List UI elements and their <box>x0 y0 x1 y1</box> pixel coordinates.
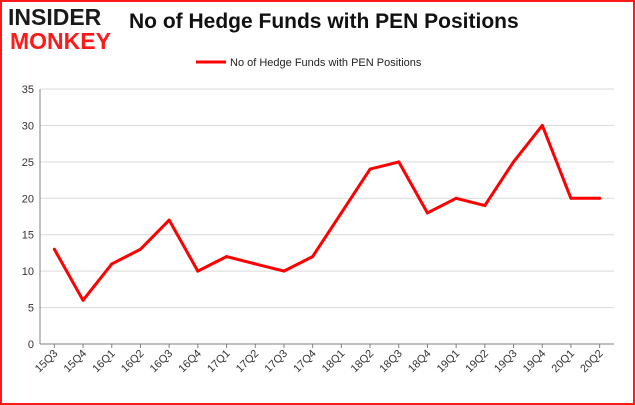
data-point <box>339 211 343 215</box>
x-tick-label: 20Q2 <box>578 348 606 376</box>
x-tick-label: 18Q4 <box>406 348 434 376</box>
x-tick-label: 18Q2 <box>349 348 377 376</box>
data-point <box>598 196 602 200</box>
y-tick-label: 20 <box>22 193 34 205</box>
y-tick-label: 0 <box>28 339 34 351</box>
data-point <box>196 269 200 273</box>
x-tick-label: 19Q4 <box>521 348 549 376</box>
x-tick-label: 19Q2 <box>463 348 491 376</box>
y-tick-label: 35 <box>22 84 34 96</box>
data-point <box>167 218 171 222</box>
data-point <box>138 247 142 251</box>
y-tick-label: 25 <box>22 157 34 169</box>
x-tick-label: 20Q1 <box>550 348 578 376</box>
series-line <box>52 123 602 302</box>
x-tick-label: 15Q4 <box>62 348 90 376</box>
x-tick-label: 16Q3 <box>148 348 176 376</box>
y-tick-label: 30 <box>22 120 34 132</box>
x-tick-label: 15Q3 <box>33 348 61 376</box>
x-tick-label: 16Q4 <box>176 348 204 376</box>
x-tick-label: 18Q3 <box>377 348 405 376</box>
data-point <box>483 204 487 208</box>
data-point <box>454 196 458 200</box>
data-point <box>368 167 372 171</box>
x-tick-label: 19Q3 <box>492 348 520 376</box>
x-tick-label: 16Q1 <box>90 348 118 376</box>
page-title: No of Hedge Funds with PEN Positions <box>129 10 519 33</box>
data-point <box>540 123 544 127</box>
data-point <box>311 255 315 259</box>
y-tick-label: 10 <box>22 266 34 278</box>
x-tick-label: 17Q4 <box>291 348 319 376</box>
legend-label: No of Hedge Funds with PEN Positions <box>230 57 422 69</box>
logo-line-1: INSIDER <box>8 4 102 30</box>
x-tick-label: 16Q2 <box>119 348 147 376</box>
y-tick-label: 5 <box>28 303 34 315</box>
logo-line-2: MONKEY <box>10 28 111 54</box>
data-point <box>397 160 401 164</box>
data-point <box>110 262 114 266</box>
data-point <box>253 262 257 266</box>
data-point <box>512 160 516 164</box>
x-tick-label: 18Q1 <box>320 348 348 376</box>
data-point <box>52 247 56 251</box>
data-point <box>282 269 286 273</box>
x-tick-label: 17Q3 <box>263 348 291 376</box>
insider-monkey-logo: INSIDER MONKEY <box>8 4 118 54</box>
y-tick-label: 15 <box>22 230 34 242</box>
data-point <box>81 298 85 302</box>
x-tick-label: 17Q1 <box>205 348 233 376</box>
x-tick-label: 17Q2 <box>234 348 262 376</box>
x-tick-label: 19Q1 <box>435 348 463 376</box>
data-point <box>425 211 429 215</box>
data-point <box>225 255 229 259</box>
data-point <box>569 196 573 200</box>
